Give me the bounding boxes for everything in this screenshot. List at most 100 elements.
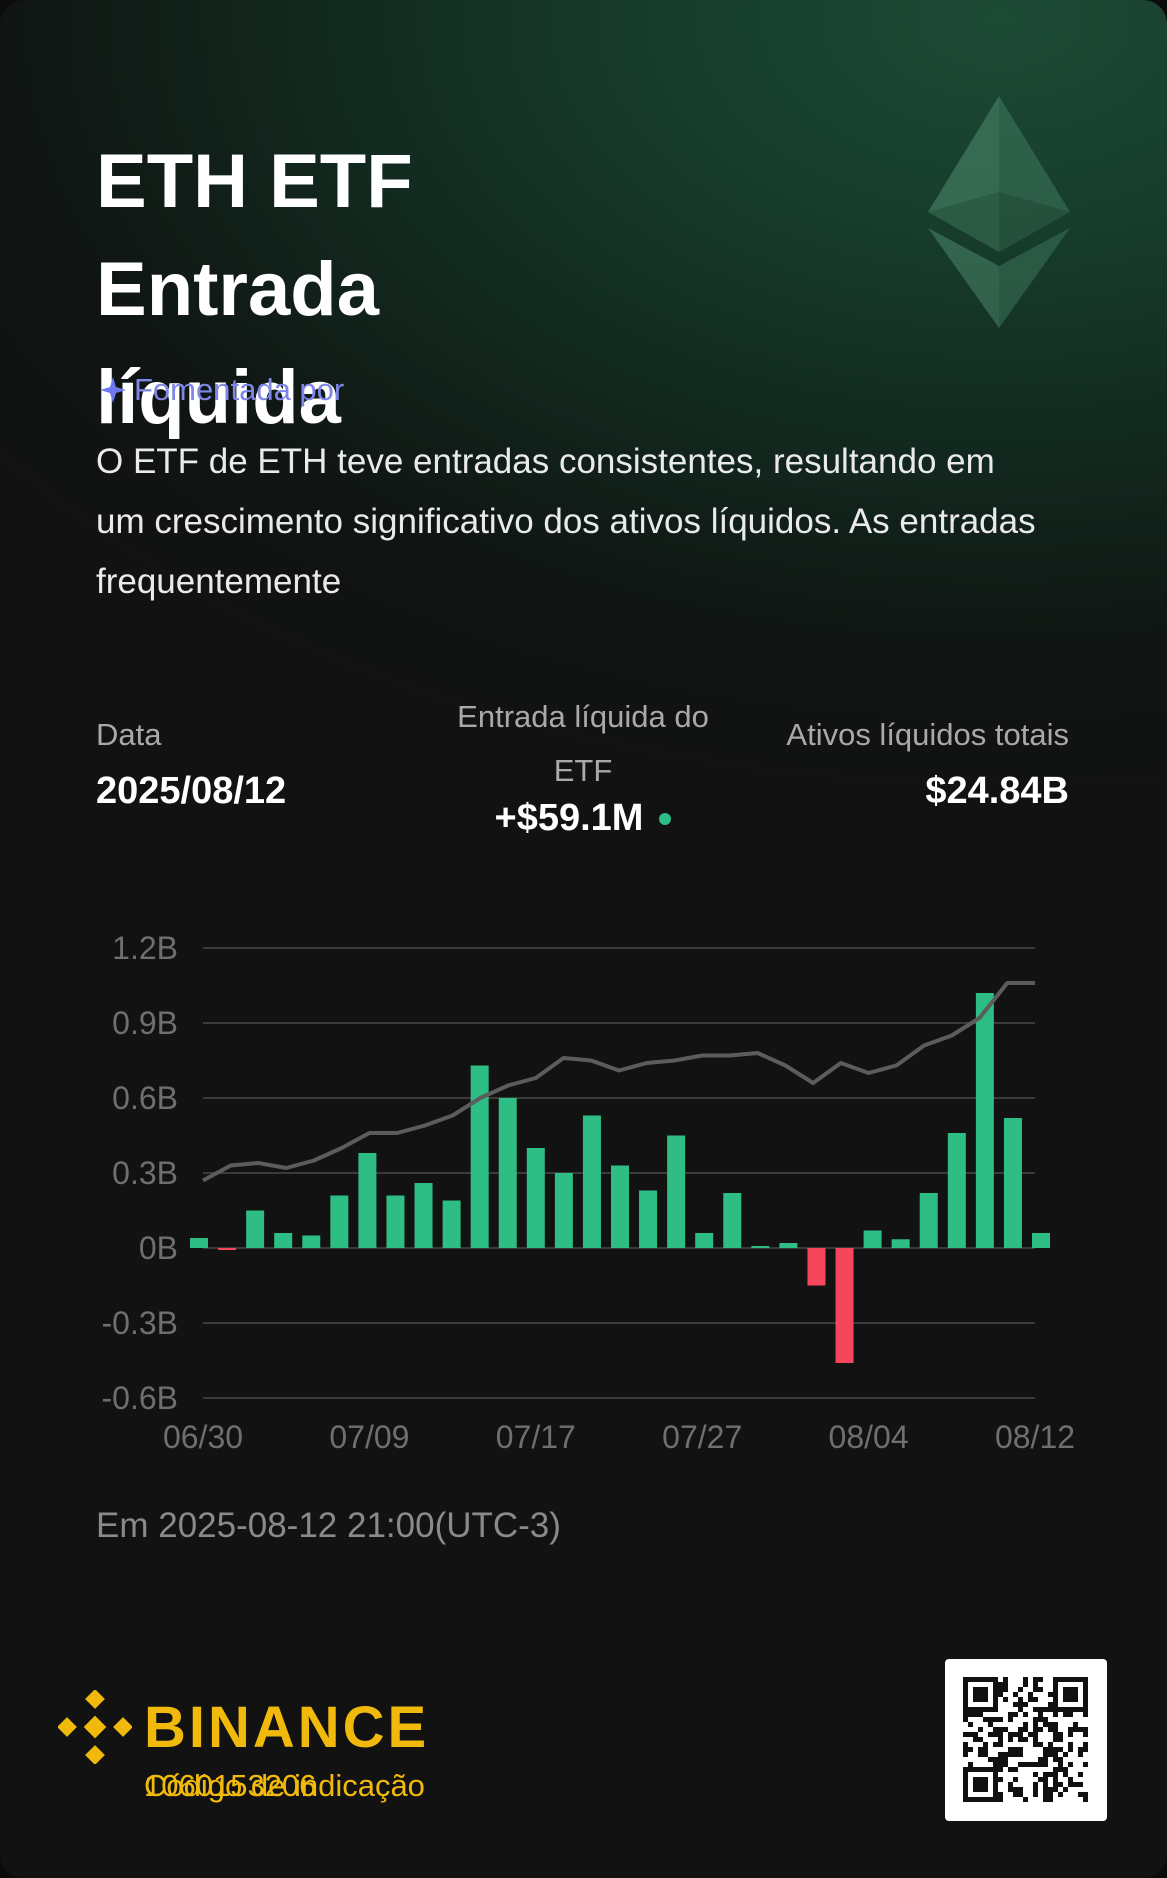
qr-module bbox=[1083, 1707, 1088, 1712]
qr-module bbox=[983, 1777, 988, 1782]
qr-module bbox=[1068, 1687, 1073, 1692]
x-tick-label: 06/30 bbox=[163, 1419, 243, 1455]
qr-module bbox=[1033, 1682, 1038, 1687]
bar bbox=[582, 1115, 601, 1248]
qr-module bbox=[973, 1777, 978, 1782]
qr-module bbox=[963, 1797, 968, 1802]
qr-module bbox=[998, 1777, 1003, 1782]
qr-module bbox=[1073, 1722, 1078, 1727]
qr-module bbox=[983, 1687, 988, 1692]
qr-module bbox=[1053, 1692, 1058, 1697]
qr-module bbox=[1043, 1707, 1048, 1712]
qr-module bbox=[973, 1692, 978, 1697]
updated-time: Em 2025-08-12 21:00(UTC-3) bbox=[96, 1506, 561, 1545]
qr-module bbox=[963, 1742, 968, 1747]
qr-module bbox=[1048, 1707, 1053, 1712]
qr-module bbox=[968, 1677, 973, 1682]
qr-module bbox=[1078, 1792, 1083, 1797]
qr-module bbox=[1033, 1742, 1038, 1747]
qr-module bbox=[1038, 1687, 1043, 1692]
qr-module bbox=[978, 1777, 983, 1782]
qr-module bbox=[973, 1797, 978, 1802]
qr-module bbox=[993, 1702, 998, 1707]
qr-module bbox=[1038, 1762, 1043, 1767]
sparkle-icon bbox=[100, 377, 126, 403]
qr-module bbox=[1008, 1767, 1013, 1772]
inflow-label: Entrada líquida do ETF bbox=[457, 699, 709, 788]
qr-module bbox=[1053, 1677, 1058, 1682]
bar bbox=[274, 1233, 293, 1248]
qr-module bbox=[1043, 1762, 1048, 1767]
qr-module bbox=[1008, 1737, 1013, 1742]
qr-module bbox=[1023, 1722, 1028, 1727]
qr-module bbox=[1048, 1747, 1053, 1752]
qr-module bbox=[998, 1767, 1003, 1772]
qr-module bbox=[968, 1762, 973, 1767]
qr-module bbox=[1018, 1737, 1023, 1742]
qr-module bbox=[963, 1692, 968, 1697]
qr-module bbox=[1013, 1787, 1018, 1792]
qr-module bbox=[993, 1767, 998, 1772]
qr-module bbox=[978, 1692, 983, 1697]
qr-module bbox=[1038, 1717, 1043, 1722]
x-tick-label: 07/17 bbox=[496, 1419, 576, 1455]
qr-module bbox=[1008, 1717, 1013, 1722]
qr-module bbox=[1053, 1687, 1058, 1692]
referral-code-value: 1060153206 bbox=[144, 1768, 317, 1803]
x-tick-label: 08/04 bbox=[829, 1419, 909, 1455]
qr-module bbox=[1033, 1717, 1038, 1722]
qr-module bbox=[1048, 1702, 1053, 1707]
qr-module bbox=[1053, 1682, 1058, 1687]
qr-module bbox=[963, 1772, 968, 1777]
qr-module bbox=[1048, 1722, 1053, 1727]
bar bbox=[891, 1239, 910, 1248]
qr-module bbox=[1028, 1732, 1033, 1737]
bar bbox=[1032, 1233, 1050, 1248]
qr-module bbox=[1028, 1762, 1033, 1767]
qr-module bbox=[973, 1732, 978, 1737]
qr-module bbox=[1053, 1767, 1058, 1772]
qr-module bbox=[978, 1712, 983, 1717]
qr-module bbox=[1083, 1792, 1088, 1797]
qr-module bbox=[993, 1677, 998, 1682]
qr-module bbox=[1048, 1787, 1053, 1792]
qr-module bbox=[1023, 1702, 1028, 1707]
qr-module bbox=[1043, 1782, 1048, 1787]
qr-module bbox=[1008, 1712, 1013, 1717]
qr-module bbox=[1043, 1772, 1048, 1777]
qr-module bbox=[993, 1797, 998, 1802]
qr-module bbox=[988, 1717, 993, 1722]
qr-module bbox=[1043, 1787, 1048, 1792]
qr-module bbox=[963, 1747, 968, 1752]
qr-module bbox=[1073, 1677, 1078, 1682]
qr-module bbox=[1013, 1692, 1018, 1697]
qr-module bbox=[993, 1717, 998, 1722]
qr-module bbox=[1018, 1702, 1023, 1707]
qr-module bbox=[1068, 1747, 1073, 1752]
qr-module bbox=[1078, 1727, 1083, 1732]
bar bbox=[695, 1233, 714, 1248]
qr-module bbox=[1023, 1677, 1028, 1682]
qr-module bbox=[983, 1752, 988, 1757]
qr-module bbox=[1043, 1757, 1048, 1762]
qr-module bbox=[973, 1677, 978, 1682]
qr-module bbox=[1013, 1752, 1018, 1757]
qr-module bbox=[988, 1797, 993, 1802]
qr-module bbox=[1078, 1747, 1083, 1752]
qr-module bbox=[983, 1787, 988, 1792]
qr-module bbox=[1018, 1707, 1023, 1712]
bar bbox=[667, 1135, 686, 1248]
qr-module bbox=[1058, 1782, 1063, 1787]
qr-module bbox=[963, 1782, 968, 1787]
qr-module bbox=[998, 1757, 1003, 1762]
powered-by: Fomentada por bbox=[98, 372, 344, 408]
qr-module bbox=[1033, 1722, 1038, 1727]
qr-module bbox=[1043, 1777, 1048, 1782]
qr-module bbox=[1033, 1677, 1038, 1682]
qr-module bbox=[983, 1677, 988, 1682]
qr-module bbox=[1028, 1697, 1033, 1702]
bar bbox=[723, 1193, 742, 1248]
bar bbox=[835, 1248, 854, 1363]
qr-module bbox=[1038, 1712, 1043, 1717]
